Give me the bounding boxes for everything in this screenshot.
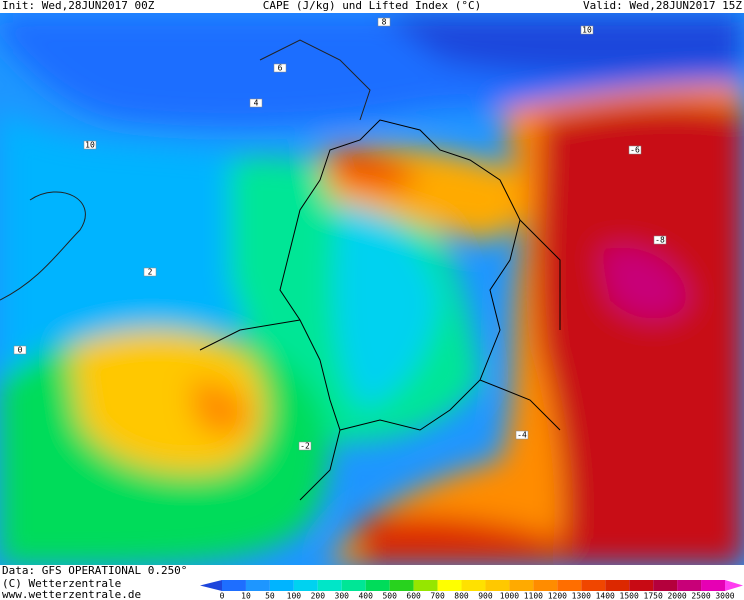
colorbar-swatch bbox=[389, 580, 414, 591]
colorbar-label: 1750 bbox=[644, 592, 663, 600]
contour-label: -4 bbox=[517, 431, 527, 440]
copyright: (C) Wetterzentrale bbox=[2, 577, 121, 590]
contour-label-box bbox=[143, 267, 157, 277]
colorbar-label: 1500 bbox=[620, 592, 639, 600]
colorbar-label: 1000 bbox=[500, 592, 519, 600]
colorbar-label: 3000 bbox=[715, 592, 734, 600]
valid-label: Valid: Wed,28JUN2017 15Z bbox=[583, 0, 742, 12]
map-field bbox=[0, 13, 744, 565]
colorbar-label: 1300 bbox=[572, 592, 591, 600]
colorbar-swatch bbox=[200, 580, 222, 591]
contour-label-box bbox=[298, 441, 312, 451]
colorbar-label: 600 bbox=[406, 592, 421, 600]
contour-label-box bbox=[83, 140, 97, 150]
colorbar-label: 1200 bbox=[548, 592, 567, 600]
contour-label: -8 bbox=[655, 236, 665, 245]
colorbar-label: 700 bbox=[430, 592, 445, 600]
init-label: Init: Wed,28JUN2017 00Z bbox=[2, 0, 155, 12]
colorbar-label: 2500 bbox=[691, 592, 710, 600]
contour-label: 6 bbox=[278, 64, 283, 73]
contour-label-box bbox=[273, 63, 287, 73]
colorbar-swatch bbox=[269, 580, 294, 591]
contour-label: 10 bbox=[582, 26, 592, 35]
contour-label: -6 bbox=[630, 146, 640, 155]
colorbar-label: 500 bbox=[382, 592, 397, 600]
contour-label: 4 bbox=[254, 99, 259, 108]
contour-label-box bbox=[580, 25, 594, 35]
colorbar-label: 1400 bbox=[596, 592, 615, 600]
colorbar-swatch bbox=[701, 580, 725, 591]
colorbar-swatch bbox=[653, 580, 678, 591]
colorbar-swatch bbox=[725, 580, 743, 591]
contour-label-box bbox=[13, 345, 27, 355]
colorbar-swatch bbox=[341, 580, 366, 591]
colorbar-swatch bbox=[629, 580, 654, 591]
colorbar-label: 0 bbox=[220, 592, 225, 600]
contour-label: 8 bbox=[382, 18, 387, 27]
colorbar-label: 200 bbox=[311, 592, 326, 600]
contour-label: 0 bbox=[18, 346, 23, 355]
colorbar-swatch bbox=[461, 580, 486, 591]
colorbar-swatch bbox=[437, 580, 462, 591]
colorbar-label: 10 bbox=[241, 592, 251, 600]
colorbar-swatch bbox=[557, 580, 582, 591]
colorbar-swatch bbox=[581, 580, 606, 591]
contour-label: -2 bbox=[300, 442, 310, 451]
map-title: CAPE (J/kg) und Lifted Index (°C) bbox=[263, 0, 482, 12]
colorbar-label: 50 bbox=[265, 592, 275, 600]
colorbar-swatch bbox=[485, 580, 510, 591]
colorbar-label: 400 bbox=[358, 592, 373, 600]
colorbar-swatch bbox=[317, 580, 342, 591]
contour-label-box bbox=[249, 98, 263, 108]
colorbar-label: 900 bbox=[478, 592, 493, 600]
website: www.wetterzentrale.de bbox=[2, 588, 141, 600]
data-source: Data: GFS OPERATIONAL 0.250° bbox=[2, 564, 187, 577]
contour-label-box bbox=[653, 235, 667, 245]
contour-label: 10 bbox=[85, 141, 95, 150]
colorbar-swatch bbox=[245, 580, 270, 591]
colorbar-label: 1100 bbox=[524, 592, 543, 600]
contour-label-box bbox=[515, 430, 529, 440]
borders bbox=[0, 39, 561, 501]
contour-label-box bbox=[377, 17, 391, 27]
colorbar-swatch bbox=[605, 580, 630, 591]
colorbar-label: 800 bbox=[454, 592, 469, 600]
contour-label-box bbox=[628, 145, 642, 155]
colorbar-label: 300 bbox=[335, 592, 350, 600]
colorbar-swatch bbox=[509, 580, 534, 591]
colorbar-swatch bbox=[222, 580, 246, 591]
colorbar-swatch bbox=[293, 580, 318, 591]
colorbar-swatch bbox=[677, 580, 702, 591]
colorbar-swatch bbox=[413, 580, 438, 591]
contour-label: 2 bbox=[148, 268, 153, 277]
colorbar: 0 10 50 100 200 300 400 500 600 700 800 900 1000 1100… bbox=[200, 580, 743, 600]
contour-labels: 10 8 10 6 4 2 0 -2 -4 -6 -8 bbox=[13, 17, 667, 451]
colorbar-label: 100 bbox=[287, 592, 302, 600]
colorbar-swatch bbox=[533, 580, 558, 591]
colorbar-label: 2000 bbox=[667, 592, 686, 600]
colorbar-swatch bbox=[365, 580, 390, 591]
